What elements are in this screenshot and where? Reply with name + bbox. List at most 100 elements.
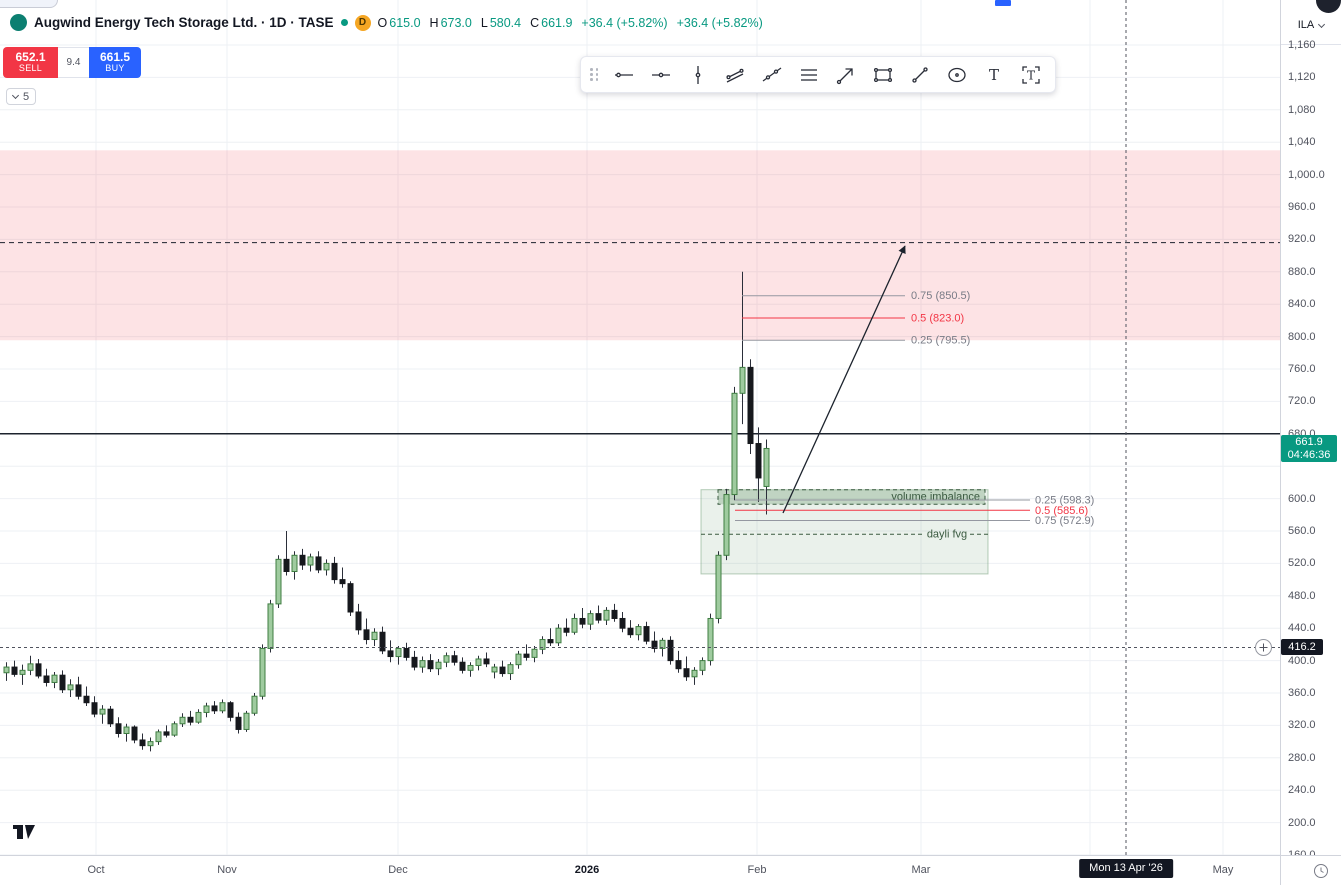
symbol-title[interactable]: Augwind Energy Tech Storage Ltd. · 1D · … [34, 15, 334, 30]
tool-vertical-line-button[interactable] [680, 60, 717, 89]
open-value: 615.0 [389, 15, 421, 30]
candle-down [83, 695, 90, 704]
candle-up [395, 647, 402, 658]
candle-up [27, 663, 34, 671]
price-tick-label: 800.0 [1288, 330, 1316, 343]
candle-down [355, 611, 362, 631]
candle-up [243, 712, 250, 730]
price-tick-label: 840.0 [1288, 298, 1316, 311]
tool-ellipse-button[interactable] [939, 60, 976, 89]
currency-selector[interactable]: ILA [1281, 0, 1341, 45]
close-label: C [530, 15, 540, 30]
price-tick-label: 520.0 [1288, 557, 1316, 570]
candle-down [411, 656, 418, 668]
candle-down [523, 653, 530, 658]
open-readout: O 615.0 [378, 16, 421, 30]
candle-up [267, 603, 274, 649]
tool-text-button[interactable]: T [976, 60, 1013, 89]
time-axis[interactable]: Oct Nov Dec 2026 Feb Mar May [0, 855, 1280, 885]
candle-down [211, 705, 218, 712]
drag-handle-icon[interactable] [590, 68, 599, 81]
price-tick-label: 880.0 [1288, 265, 1316, 278]
price-tick-label: 600.0 [1288, 492, 1316, 505]
candle-up [531, 648, 538, 658]
fvg-box[interactable] [700, 489, 989, 575]
candle-up [763, 447, 770, 487]
high-readout: H 673.0 [430, 16, 472, 30]
candle-down [459, 661, 466, 671]
crosshair-price-badge: 416.2 [1281, 639, 1323, 656]
tool-rectangle-button[interactable] [865, 60, 902, 89]
bar-countdown: 04:46:36 [1287, 448, 1331, 461]
price-tick-label: 560.0 [1288, 525, 1316, 537]
clipped-ui-artifact [0, 0, 58, 8]
clipped-ui-artifact [995, 0, 1011, 6]
tool-parallel-lines-button[interactable] [791, 60, 828, 89]
candle-down [11, 666, 18, 675]
candle-down [187, 716, 194, 723]
candle-up [539, 639, 546, 650]
arrow-icon [836, 67, 853, 84]
tool-horizontal-ray-button[interactable] [606, 60, 643, 89]
fib-level-label: 0.75 (850.5) [911, 290, 970, 302]
time-axis-label: May [1212, 864, 1234, 876]
volume-imbalance-label: volume imbalance [891, 491, 980, 503]
candle-down [139, 739, 146, 747]
trend-arrow[interactable] [782, 245, 906, 514]
supply-zone[interactable] [0, 150, 1280, 341]
clock-icon[interactable] [1313, 863, 1329, 879]
fib-level-label: 0.5 (585.6) [1035, 505, 1088, 517]
candle-down [755, 443, 762, 479]
fib-level-label: 0.75 (572.9) [1035, 515, 1094, 527]
add-alert-button[interactable] [1255, 638, 1272, 656]
extended-line-icon [762, 66, 782, 82]
candle-up [603, 609, 610, 621]
candle-down [651, 640, 658, 649]
rectangle-icon [873, 67, 893, 82]
candle-down [59, 674, 66, 691]
candle-up [275, 558, 282, 605]
candle-down [675, 660, 682, 670]
sell-price: 652.1 [15, 49, 46, 64]
buy-button[interactable]: 661.5 BUY [89, 47, 141, 78]
current-price-badge: 661.9 04:46:36 [1281, 435, 1337, 463]
candle-up [99, 708, 106, 715]
ellipse-icon [948, 67, 966, 82]
market-status-dot-icon [340, 19, 348, 26]
candle-down [747, 366, 754, 445]
sell-label: SELL [18, 63, 43, 74]
candle-up [3, 666, 10, 674]
volume-imbalance-box[interactable] [717, 489, 986, 505]
tool-parallel-channel-button[interactable] [717, 60, 754, 89]
candle-down [163, 731, 170, 736]
candle-down [619, 617, 626, 629]
interval-badge[interactable]: D [354, 14, 371, 31]
plus-icon [1259, 643, 1268, 652]
candle-down [563, 627, 570, 633]
sell-button[interactable]: 652.1 SELL [3, 47, 58, 78]
drawings-count-pill[interactable]: 5 [6, 88, 37, 105]
parallel-lines-icon [801, 68, 817, 81]
horizontal-line-icon [652, 72, 670, 77]
candle-up [171, 723, 178, 736]
current-price: 661.9 [1295, 436, 1323, 449]
candle-down [283, 558, 290, 572]
tool-arrow-button[interactable] [828, 60, 865, 89]
candle-down [451, 655, 458, 663]
symbol-logo-icon[interactable] [10, 14, 27, 31]
price-axis[interactable]: ILA 1,160 1,120 1,080 1,040 1,000.0 960.0 920.… [1280, 0, 1341, 861]
price-tick-label: 240.0 [1288, 784, 1316, 797]
buy-sell-widget: 652.1 SELL 9.4 661.5 BUY [3, 47, 141, 78]
price-tick-label: 720.0 [1288, 395, 1316, 408]
time-axis-label: Mar [911, 864, 931, 876]
chart-canvas[interactable]: dayli fvg volume imbalance 0.75 (850.5) 0.5… [0, 0, 1280, 855]
price-tick-label: 960.0 [1288, 201, 1316, 213]
tool-horizontal-line-button[interactable] [643, 60, 680, 89]
tool-anchored-text-button[interactable]: T [1013, 60, 1050, 89]
candle-down [627, 627, 634, 636]
price-tick-label: 1,120 [1288, 71, 1316, 84]
tradingview-logo[interactable] [12, 820, 38, 842]
candle-down [611, 609, 618, 619]
tool-extended-line-button[interactable] [754, 60, 791, 89]
tool-trend-line-button[interactable] [902, 60, 939, 89]
